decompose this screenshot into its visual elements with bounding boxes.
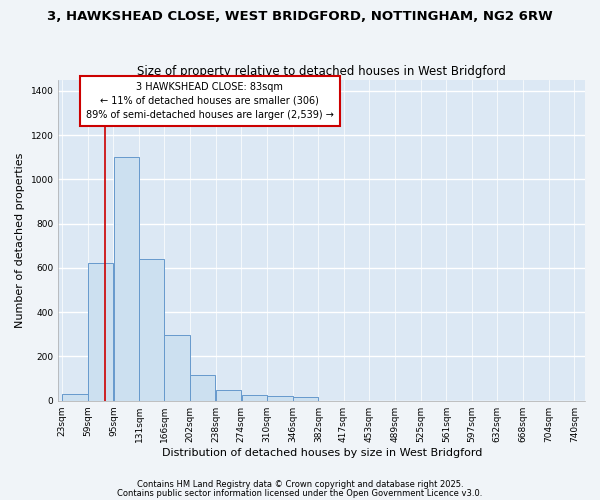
Bar: [164, 336, 190, 400]
Bar: [62, 394, 88, 400]
Bar: [293, 398, 319, 400]
Text: 3, HAWKSHEAD CLOSE, WEST BRIDGFORD, NOTTINGHAM, NG2 6RW: 3, HAWKSHEAD CLOSE, WEST BRIDGFORD, NOTT…: [47, 10, 553, 23]
Bar: [113, 157, 139, 400]
Text: 3 HAWKSHEAD CLOSE: 83sqm
← 11% of detached houses are smaller (306)
89% of semi-: 3 HAWKSHEAD CLOSE: 83sqm ← 11% of detach…: [86, 82, 334, 120]
Y-axis label: Number of detached properties: Number of detached properties: [15, 152, 25, 328]
Text: Contains public sector information licensed under the Open Government Licence v3: Contains public sector information licen…: [118, 488, 482, 498]
Bar: [216, 390, 241, 400]
X-axis label: Distribution of detached houses by size in West Bridgford: Distribution of detached houses by size …: [161, 448, 482, 458]
Text: Contains HM Land Registry data © Crown copyright and database right 2025.: Contains HM Land Registry data © Crown c…: [137, 480, 463, 489]
Bar: [139, 259, 164, 400]
Bar: [242, 395, 267, 400]
Title: Size of property relative to detached houses in West Bridgford: Size of property relative to detached ho…: [137, 66, 506, 78]
Bar: [88, 264, 113, 400]
Bar: [267, 396, 293, 400]
Bar: [190, 375, 215, 400]
